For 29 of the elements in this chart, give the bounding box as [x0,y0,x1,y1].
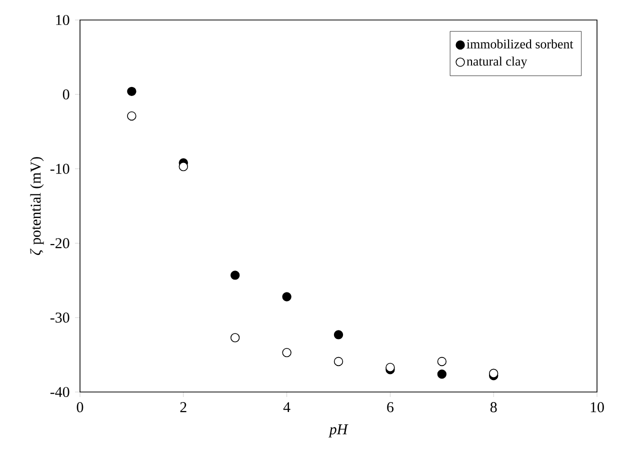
point [178,162,188,172]
x-tick-label: 8 [490,402,497,412]
x-tick-label: 0 [76,402,84,412]
point [230,333,240,342]
y-tick-label: -20 [50,238,70,248]
x-tick-label: 6 [387,402,394,412]
point [334,356,344,366]
point [437,356,447,366]
legend-label: natural clay [466,56,528,68]
y-tick-label: 0 [62,89,70,100]
x-tick-label: 2 [180,402,186,412]
y-tick-label: 10 [56,14,70,26]
point [282,348,292,358]
y-tick-label: -10 [50,164,70,174]
point [282,292,292,302]
x-tick-label: 4 [283,402,290,412]
point [437,370,447,379]
point [127,111,136,121]
y-tick-label: -40 [50,386,70,398]
y-axis-title: ζ potential (mV) [30,157,44,256]
point [127,86,136,96]
x-tick-label: 10 [590,402,604,412]
point [230,270,240,280]
y-tick-label: -30 [50,312,70,323]
legend-label: immobilized sorbent [466,39,574,48]
point [489,368,498,378]
point [334,330,344,340]
point [386,362,395,372]
x-axis-title: pH [328,424,348,438]
